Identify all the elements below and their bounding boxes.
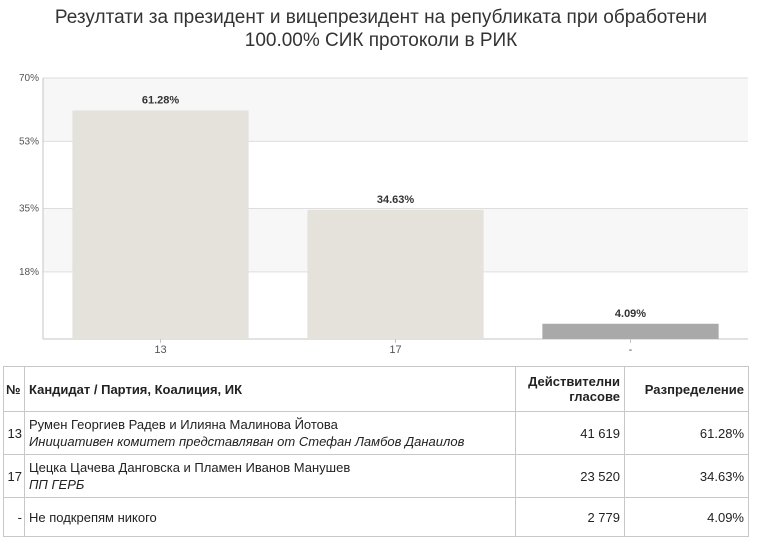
results-table: № Кандидат / Партия, Коалиция, ИК Действ… <box>3 366 749 537</box>
table-row: - Не подкрепям никого 2 779 4.09% <box>3 497 749 537</box>
candidate-party: ПП ГЕРБ <box>29 477 85 492</box>
row-distribution: 4.09% <box>624 497 749 537</box>
table-row: 17 Цецка Цачева Данговска и Пламен Ивано… <box>3 454 749 498</box>
candidate-name: Цецка Цачева Данговска и Пламен Иванов М… <box>29 460 351 475</box>
chart-title-line-1: Резултати за президент и вицепрезидент н… <box>54 7 708 28</box>
row-distribution: 61.28% <box>624 411 749 455</box>
row-candidate: Румен Георгиев Радев и Илияна Малинова Й… <box>24 411 516 455</box>
row-candidate: Цецка Цачева Данговска и Пламен Иванов М… <box>24 454 516 498</box>
y-tick-label: 35% <box>19 204 39 215</box>
candidate-name: Румен Георгиев Радев и Илияна Малинова Й… <box>29 417 338 432</box>
row-votes: 41 619 <box>515 411 625 455</box>
data-label: 61.28% <box>142 95 180 107</box>
header-candidate: Кандидат / Партия, Коалиция, ИК <box>24 366 516 412</box>
row-number: 17 <box>3 454 25 498</box>
row-distribution: 34.63% <box>624 454 749 498</box>
row-votes: 23 520 <box>515 454 625 498</box>
bar <box>542 323 719 339</box>
header-number: № <box>3 366 25 412</box>
x-tick-label: - <box>629 344 633 356</box>
x-tick-label: 13 <box>154 344 166 356</box>
x-tick-label: 17 <box>389 344 401 356</box>
chart-title: Резултати за президент и вицепрезидент н… <box>0 6 762 52</box>
candidate-party: Инициативен комитет представляван от Сте… <box>29 434 465 449</box>
table-header-row: № Кандидат / Партия, Коалиция, ИК Действ… <box>3 366 749 412</box>
row-number: - <box>3 497 25 537</box>
header-distribution: Разпределение <box>624 366 749 412</box>
data-label: 4.09% <box>615 308 646 320</box>
candidate-name: Не подкрепям никого <box>29 509 157 525</box>
row-candidate: Не подкрепям никого <box>24 497 516 537</box>
header-votes: Действителни гласове <box>515 366 625 412</box>
y-tick-label: 18% <box>19 267 39 278</box>
bar <box>307 209 484 339</box>
y-tick-label: 53% <box>19 136 39 147</box>
chart-title-line-2: 100.00% СИК протоколи в РИК <box>244 30 518 51</box>
row-number: 13 <box>3 411 25 455</box>
bar <box>72 110 249 339</box>
bar-chart: 18% 35% 53% 70% 61.28% 13 34.63% 17 4.09% - <box>19 73 748 356</box>
row-votes: 2 779 <box>515 497 625 537</box>
data-label: 34.63% <box>377 194 415 206</box>
table-row: 13 Румен Георгиев Радев и Илияна Малинов… <box>3 411 749 455</box>
y-tick-label: 70% <box>19 73 39 84</box>
